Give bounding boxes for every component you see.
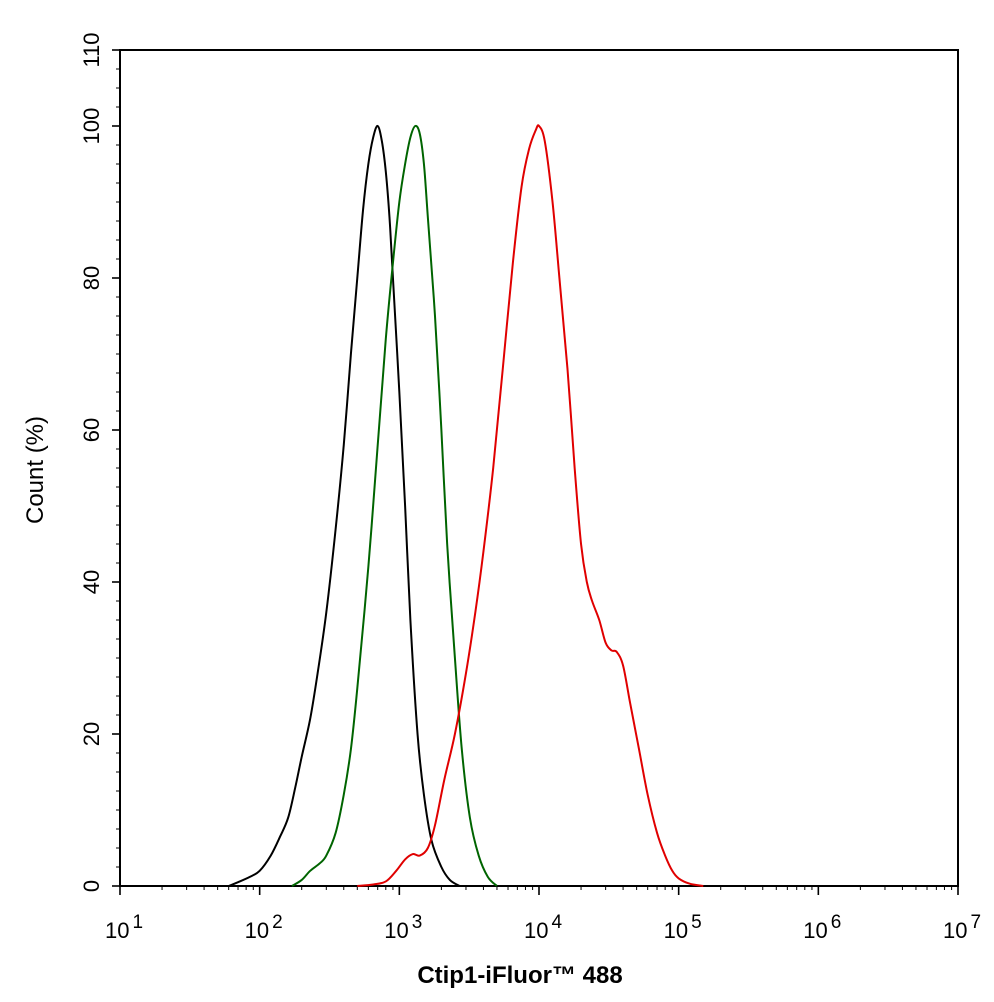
x-tick-label: 10 1 <box>105 912 143 943</box>
y-axis-title: Count (%) <box>22 416 49 524</box>
x-tick-label: 10 5 <box>664 912 702 943</box>
y-tick-label: 60 <box>79 418 104 442</box>
y-tick-label: 20 <box>79 722 104 746</box>
y-tick-label: 110 <box>79 32 104 67</box>
x-tick-label: 10 6 <box>803 912 841 943</box>
series-line-1 <box>228 125 461 887</box>
y-tick-label: 0 <box>79 880 104 892</box>
y-tick-label: 100 <box>79 108 104 145</box>
x-tick-label: 10 7 <box>943 912 981 943</box>
x-axis: 10 1 10 2 10 3 10 4 10 5 10 6 10 7 <box>105 886 981 943</box>
y-tick-label: 80 <box>79 266 104 290</box>
series-layer <box>228 124 704 887</box>
y-tick-label: 40 <box>79 570 104 594</box>
x-axis-title: Ctip1-iFluor™ 488 <box>417 962 622 989</box>
x-tick-label: 10 3 <box>384 912 422 943</box>
series-line-3 <box>357 124 704 887</box>
series-line-2 <box>291 124 498 887</box>
x-tick-label: 10 2 <box>245 912 283 943</box>
y-axis: 0 20 40 60 80 100 110 <box>79 32 120 892</box>
x-tick-label: 10 4 <box>524 912 562 943</box>
plot-frame <box>119 49 959 887</box>
